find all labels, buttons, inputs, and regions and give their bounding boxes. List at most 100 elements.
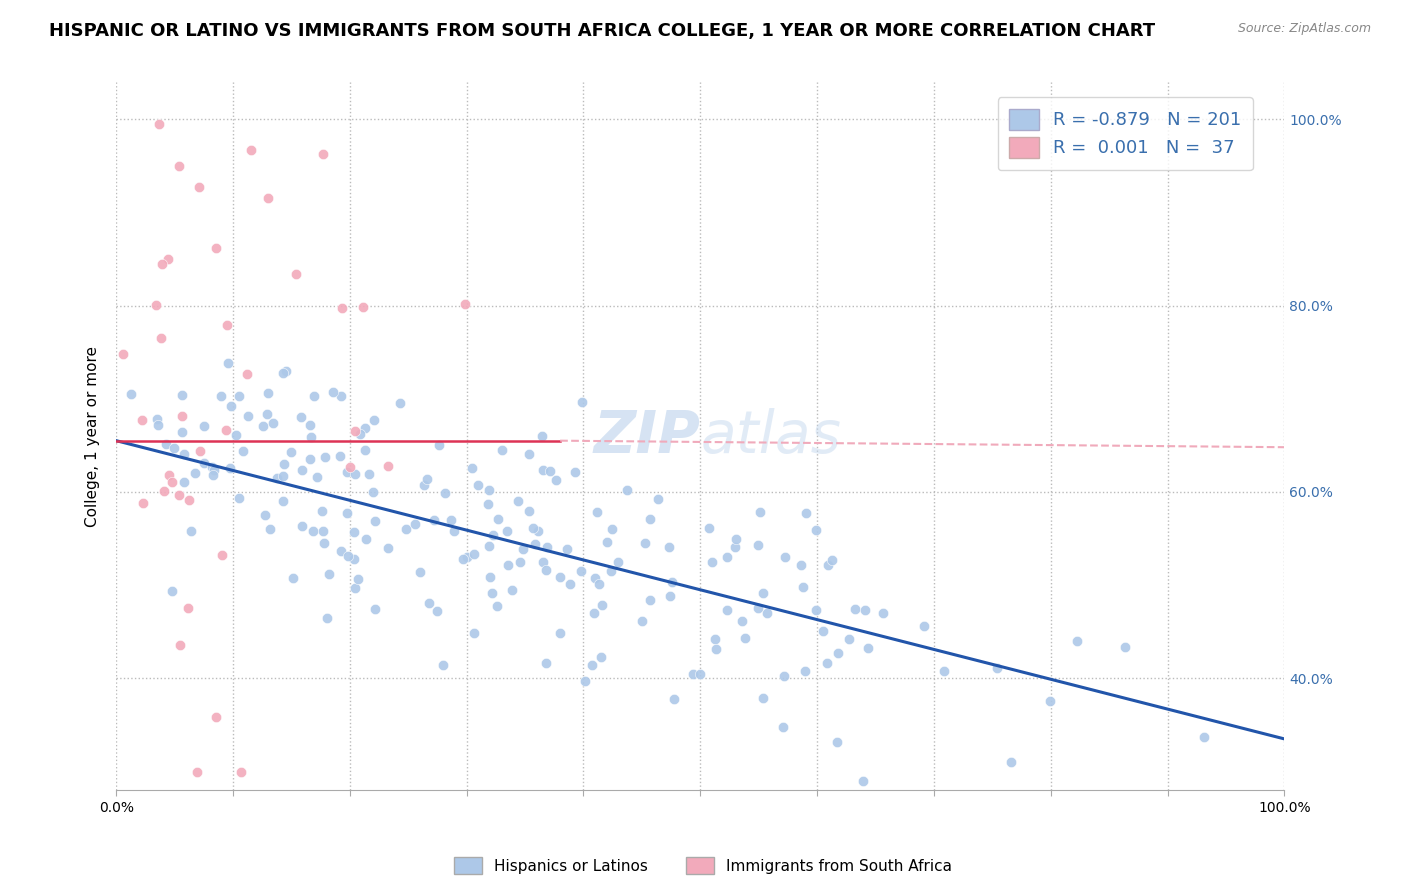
Point (253, 508, 276, 522)
Point (616, 483, 638, 498)
Point (583, 571, 606, 585)
Point (318, 567, 340, 582)
Text: HISPANIC OR LATINO VS IMMIGRANTS FROM SOUTH AFRICA COLLEGE, 1 YEAR OR MORE CORRE: HISPANIC OR LATINO VS IMMIGRANTS FROM SO… (49, 22, 1156, 40)
Point (299, 430, 322, 444)
Point (569, 564, 592, 578)
Point (773, 549, 796, 564)
Point (426, 604, 449, 618)
Point (481, 586, 503, 600)
Point (934, 664, 956, 678)
Point (354, 532, 377, 546)
Point (689, 667, 711, 681)
Point (153, 484, 176, 499)
Point (756, 606, 779, 620)
Point (131, 413, 153, 427)
Point (177, 493, 200, 508)
Point (544, 473, 567, 487)
Point (149, 330, 172, 344)
Point (357, 467, 380, 481)
Legend: R = -0.879   N = 201, R =  0.001   N =  37: R = -0.879 N = 201, R = 0.001 N = 37 (998, 97, 1253, 170)
Point (361, 484, 384, 499)
Point (647, 491, 669, 506)
Point (724, 533, 747, 547)
Point (496, 524, 519, 539)
Point (748, 505, 770, 519)
Point (236, 409, 259, 424)
Point (581, 658, 603, 673)
Point (339, 460, 361, 475)
Point (330, 301, 353, 315)
Point (825, 735, 848, 749)
Point (169, 638, 191, 652)
Point (506, 493, 529, 508)
Point (844, 602, 866, 616)
Point (271, 366, 294, 380)
Point (170, 409, 193, 423)
Point (555, 541, 578, 556)
Point (343, 551, 366, 566)
Point (307, 470, 329, 484)
Point (467, 478, 489, 492)
Point (235, 367, 257, 381)
Point (1039, 694, 1062, 708)
Point (162, 584, 184, 599)
Point (536, 540, 558, 554)
Point (146, 417, 169, 432)
Point (731, 615, 754, 629)
Point (211, 548, 233, 562)
Point (349, 427, 371, 442)
Point (201, 459, 224, 474)
Point (377, 459, 399, 474)
Point (821, 553, 844, 567)
Point (682, 667, 704, 681)
Point (148, 118, 170, 132)
Point (312, 524, 335, 538)
Point (290, 410, 312, 425)
Point (186, 764, 208, 779)
Point (252, 419, 274, 434)
Point (804, 523, 827, 537)
Point (697, 521, 720, 535)
Point (257, 191, 280, 205)
Point (752, 586, 775, 600)
Point (416, 473, 439, 487)
Point (453, 297, 475, 311)
Point (316, 611, 339, 625)
Point (273, 469, 295, 483)
Point (311, 503, 333, 517)
Legend: Hispanics or Latinos, Immigrants from South Africa: Hispanics or Latinos, Immigrants from So… (449, 851, 957, 880)
Point (600, 523, 623, 537)
Point (477, 483, 499, 497)
Point (427, 438, 450, 452)
Point (304, 389, 326, 403)
Point (558, 577, 581, 591)
Point (478, 570, 501, 584)
Point (716, 550, 738, 565)
Point (456, 549, 478, 564)
Point (412, 477, 434, 491)
Point (564, 465, 586, 479)
Point (404, 516, 426, 531)
Point (172, 425, 194, 439)
Point (329, 449, 352, 463)
Point (240, 143, 263, 157)
Point (273, 457, 295, 471)
Point (751, 691, 773, 706)
Point (167, 488, 190, 502)
Point (631, 614, 654, 628)
Point (838, 632, 860, 647)
Point (485, 599, 508, 613)
Point (347, 572, 370, 586)
Point (283, 571, 305, 585)
Point (423, 513, 446, 527)
Point (700, 555, 723, 569)
Point (638, 512, 661, 526)
Point (734, 631, 756, 645)
Point (596, 534, 619, 549)
Point (354, 443, 377, 458)
Point (344, 467, 367, 481)
Point (363, 413, 385, 427)
Point (155, 437, 177, 451)
Point (986, 661, 1008, 675)
Point (724, 540, 747, 554)
